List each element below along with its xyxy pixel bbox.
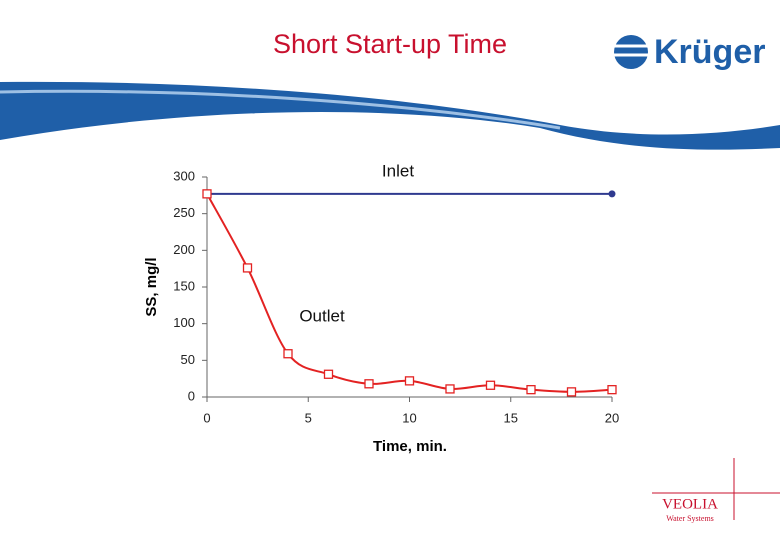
point [283, 349, 293, 359]
x-tick-label: 0 [203, 410, 210, 425]
x-tick-label: 20 [605, 410, 619, 425]
x-axis-label: Time, min. [373, 438, 447, 455]
y-tick-label: 200 [173, 242, 195, 257]
point [202, 189, 212, 199]
kruger-logo: Krüger [614, 33, 765, 71]
partner-name: VEOLIA [662, 496, 718, 512]
point [485, 380, 496, 390]
y-tick-label: 100 [173, 315, 195, 330]
point [607, 385, 617, 395]
header-swoosh-highlight [0, 89, 561, 130]
header-swoosh [0, 81, 780, 150]
partner-sub: Water Systems [666, 514, 714, 523]
y-tick-label: 300 [173, 168, 195, 183]
y-axis-label: SS, mg/l [143, 257, 160, 316]
x-tick-label: 10 [402, 410, 416, 425]
series-label: Inlet [382, 161, 414, 180]
y-tick-label: 0 [188, 388, 195, 403]
point [526, 385, 536, 395]
chart-title: Short Start-up Time [273, 29, 507, 59]
point [323, 369, 334, 379]
y-tick-label: 50 [181, 352, 195, 367]
point [404, 376, 415, 386]
veolia-logo: VEOLIA Water Systems [652, 458, 780, 523]
series-line [206, 193, 613, 393]
logo-mark [614, 35, 648, 69]
point [566, 387, 577, 397]
point [242, 263, 253, 273]
point [445, 384, 455, 394]
point [364, 379, 374, 389]
x-tick-label: 15 [504, 410, 518, 425]
series-label: Outlet [299, 306, 345, 325]
x-tick-label: 5 [305, 410, 312, 425]
logo-text: Krüger [654, 33, 765, 71]
y-tick-label: 250 [173, 205, 195, 220]
y-tick-label: 150 [173, 278, 195, 293]
point [608, 190, 616, 198]
